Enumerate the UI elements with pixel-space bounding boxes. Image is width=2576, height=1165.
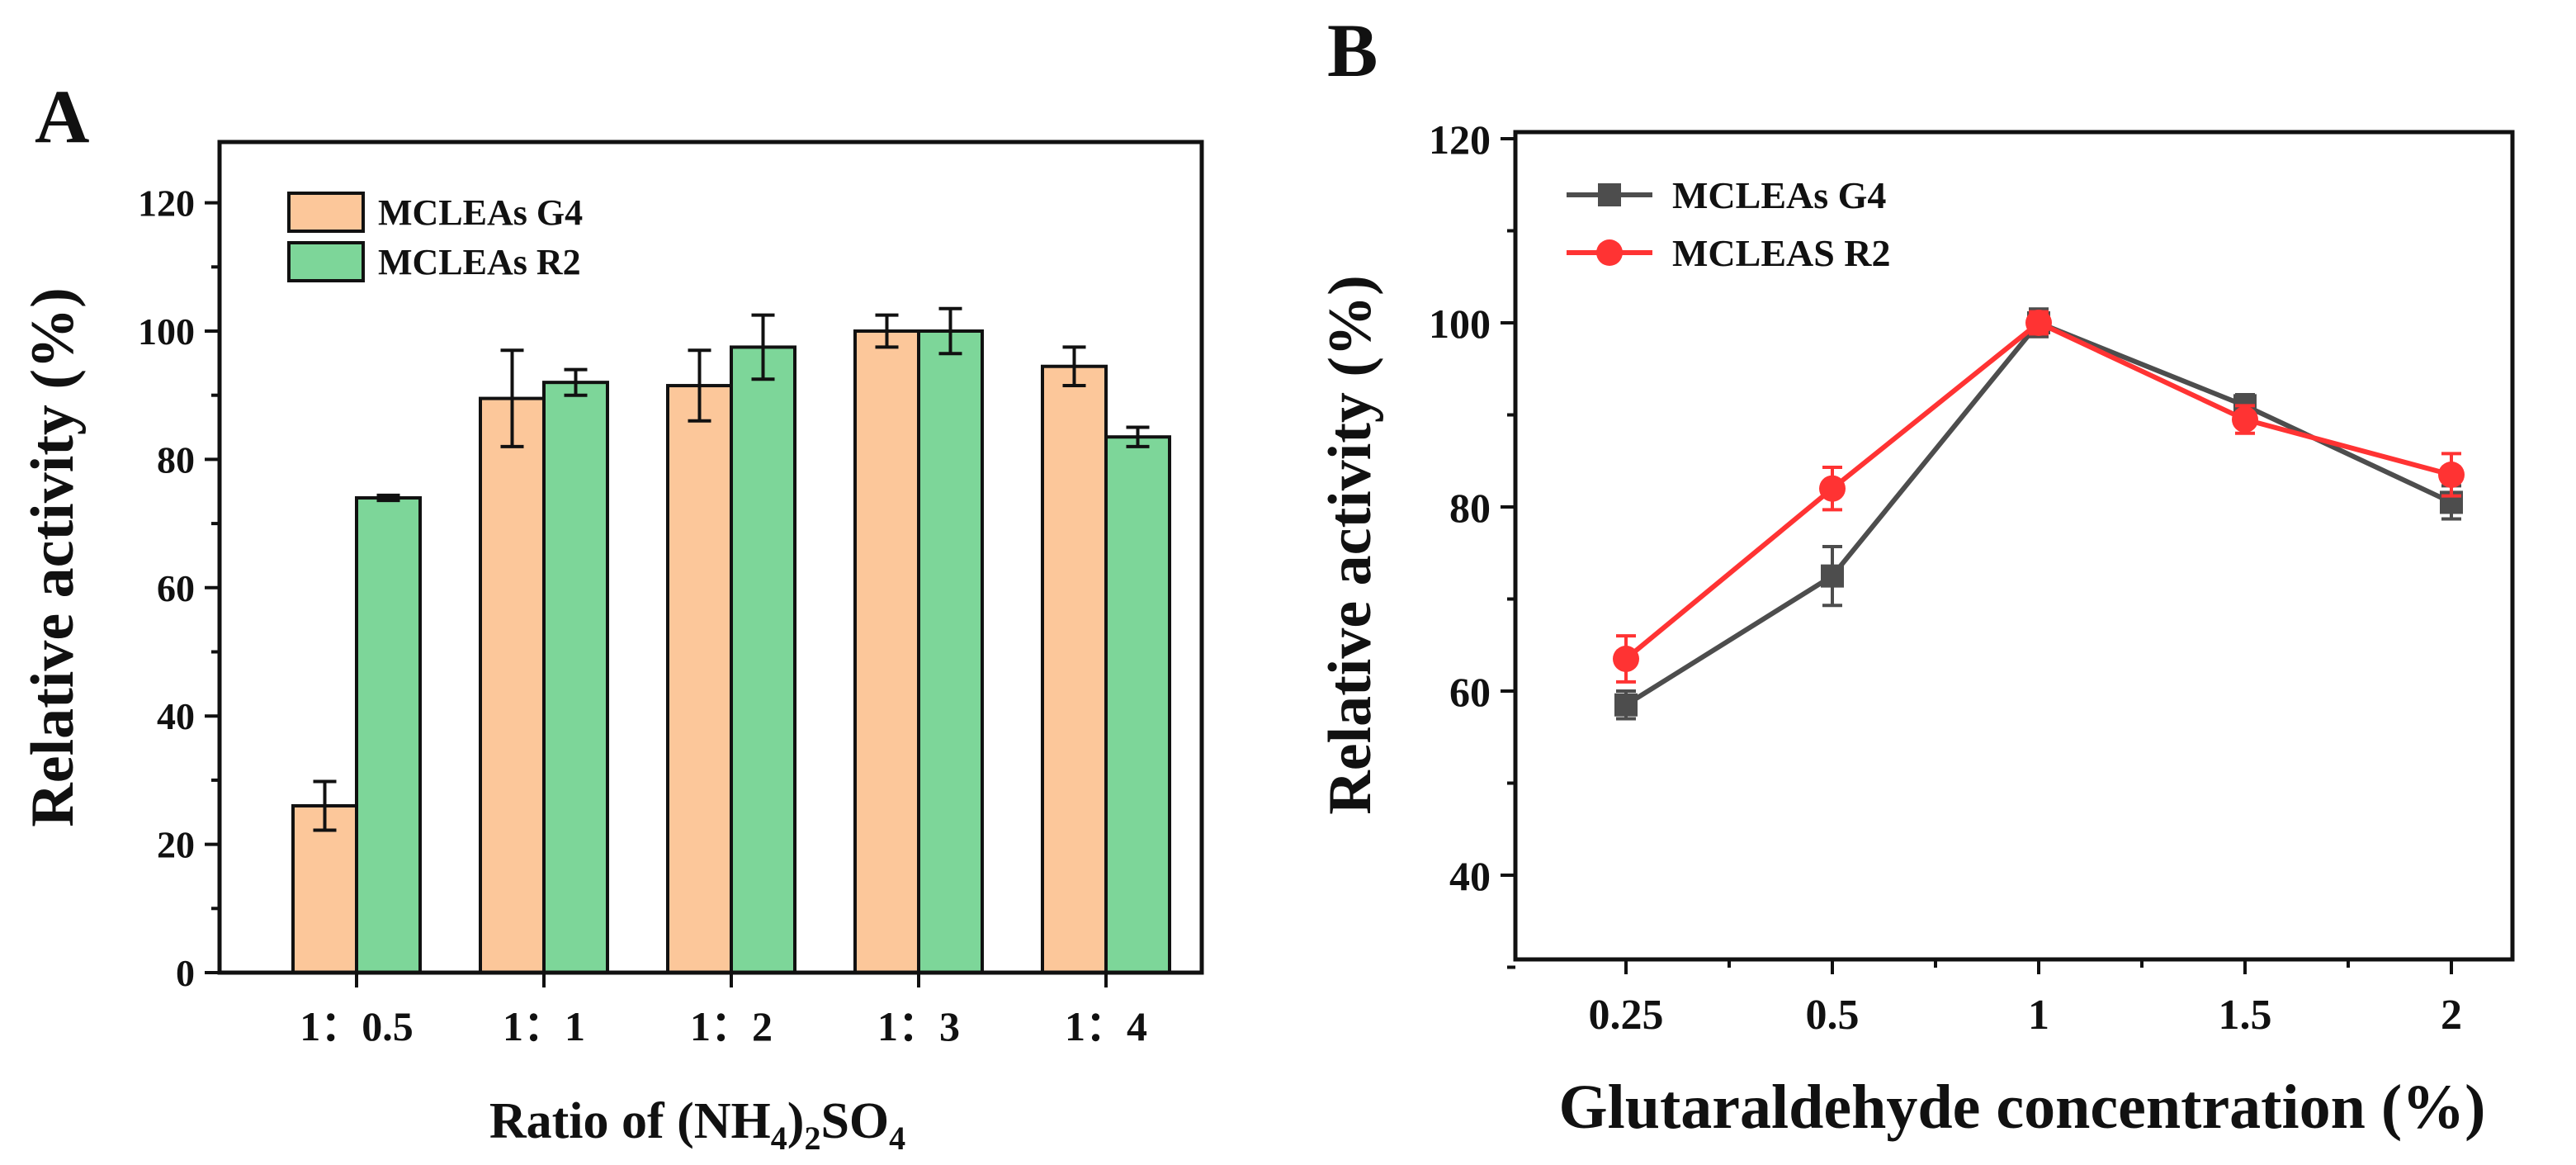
legend-label-b-r2: MCLEAS R2 [1672,232,1891,274]
x-tick-label-b-3: 1.5 [2219,992,2272,1039]
legend-label-g4: MCLEAs G4 [378,192,583,233]
bar-g4-0 [291,803,358,974]
y-tick-label-b-2: 80 [1449,485,1491,531]
bar-r2-4 [1104,435,1171,974]
series-line-r2 [1624,320,2452,661]
y-tick-label-a-6: 120 [138,182,195,225]
chart-b-frame [1513,130,2515,962]
chart-b-xlabel: Glutaraldehyde concentration (%) [1558,1073,2485,1142]
legend-label-r2: MCLEAs R2 [378,242,581,282]
chart-b-yticks: 40 60 80 100 120 [1429,116,1515,969]
y-tick-label-b-4: 120 [1429,116,1491,163]
legend-marker-g4 [1598,183,1621,206]
bar-r2-2 [730,345,796,974]
bar-r2-3 [917,329,984,974]
bar-g4-3 [853,329,920,974]
x-tick-label-b-4: 2 [2441,992,2462,1039]
chart-a-errorbars [313,306,1150,832]
chart-b-ylabel: Relative activity (%) [1316,275,1384,814]
x-tick-label-b-2: 1 [2028,992,2049,1039]
x-tick-label-a-3: 1：3 [877,1003,960,1049]
y-tick-label-b-3: 100 [1429,301,1491,347]
y-tick-label-a-4: 80 [157,438,195,481]
y-tick-label-a-0: 0 [176,952,195,994]
chart-a-yticks: 0 20 40 60 80 100 120 [138,182,220,994]
point-r2-1 [1819,475,1846,502]
legend-swatch-g4 [287,192,365,233]
point-r2-2 [2025,310,2052,336]
y-tick-label-b-0: 40 [1449,853,1491,899]
point-g4-1 [1821,564,1844,588]
bar-g4-4 [1041,364,1108,974]
chart-b: B 40 60 80 100 120 0.25 0.5 1 1.5 2 Relative act… [1316,8,2515,1142]
point-r2-3 [2232,406,2258,433]
x-tick-label-a-1: 1：1 [503,1003,585,1049]
chart-b-xticks: 0.25 0.5 1 1.5 2 [1589,959,2462,1039]
chart-b-legend: MCLEAs G4 MCLEAS R2 [1567,174,1891,274]
point-r2-0 [1613,645,1639,672]
y-tick-label-b-1: 60 [1449,669,1491,715]
legend-label-b-g4: MCLEAs G4 [1672,174,1886,216]
y-tick-label-a-2: 40 [157,695,195,737]
x-tick-label-a-4: 1：4 [1065,1003,1147,1049]
chart-b-series [1613,307,2465,721]
y-tick-label-a-5: 100 [138,310,195,353]
series-line-g4 [1624,320,2453,708]
bar-r2-0 [355,496,422,974]
point-g4-0 [1614,693,1638,717]
x-tick-label-a-2: 1：2 [690,1003,773,1049]
bar-g4-2 [666,384,733,975]
x-tick-label-a-0: 1：0.5 [300,1003,414,1049]
y-tick-label-a-3: 60 [157,567,195,609]
chart-a-legend: MCLEAs G4 MCLEAs R2 [287,192,583,282]
panel-label-a: A [35,74,89,159]
chart-a-bars [291,329,1171,975]
chart-a: A 0 20 40 60 80 100 120 1：0.5 1：1 1：2 1：3 1：4 Rela… [19,74,1204,1157]
chart-a-frame [217,140,1204,975]
chart-a-xlabel: Ratio of (NH4)2SO4 [489,1093,905,1157]
chart-a-ylabel: Relative activity (%) [19,287,87,826]
legend-marker-r2 [1596,239,1623,266]
chart-a-xticks: 1：0.5 1：1 1：2 1：3 1：4 [300,973,1147,1049]
y-tick-label-a-1: 20 [157,824,195,866]
x-tick-label-b-1: 0.5 [1806,992,1860,1039]
point-r2-4 [2438,461,2465,488]
x-tick-label-b-0: 0.25 [1589,992,1664,1039]
bar-g4-1 [479,396,546,974]
bar-r2-1 [542,381,609,975]
panel-label-b: B [1327,8,1378,92]
legend-swatch-r2 [287,241,365,282]
